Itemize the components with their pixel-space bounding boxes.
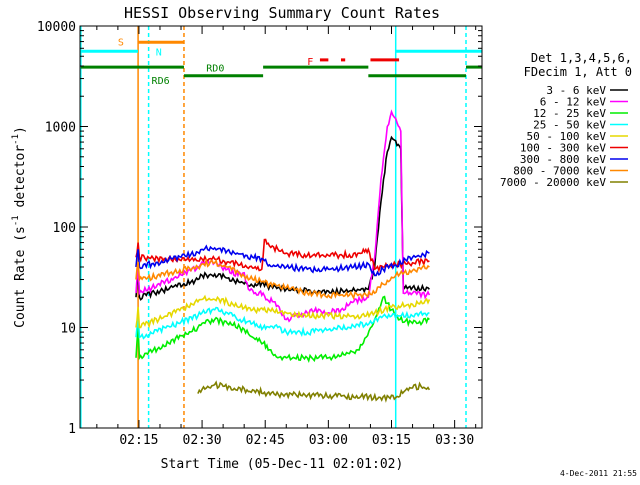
legend: Det 1,3,4,5,6, FDecim 1, Att 0 3 - 6 keV… — [500, 51, 632, 189]
flag-label-rd0: RD0 — [206, 64, 224, 75]
legend-label-3: 25 - 50 keV — [533, 119, 606, 132]
legend-label-1: 6 - 12 keV — [540, 96, 607, 109]
y-axis-label-end: ) — [13, 126, 28, 134]
plot-area — [80, 26, 467, 428]
legend-label-6: 300 - 800 keV — [520, 153, 606, 166]
series-line-4 — [135, 294, 431, 329]
y-tick-label: 10 — [60, 322, 76, 337]
series-line-7 — [135, 257, 430, 301]
legend-header-2: FDecim 1, Att 0 — [524, 65, 632, 79]
flag-label-rd6: RD6 — [152, 76, 170, 87]
x-tick-label: 03:30 — [435, 433, 474, 448]
x-axis-label: Start Time (05-Dec-11 02:01:02) — [161, 457, 404, 472]
flag-label-n: N — [156, 47, 162, 58]
series-line-0 — [135, 135, 430, 301]
y-tick-label: 100 — [53, 221, 76, 236]
legend-label-8: 7000 - 20000 keV — [500, 176, 606, 189]
legend-header-1: Det 1,3,4,5,6, — [531, 51, 632, 65]
series-line-6 — [135, 244, 430, 277]
legend-label-2: 12 - 25 keV — [533, 107, 606, 120]
series-line-5 — [135, 238, 430, 273]
footer-timestamp: 4-Dec-2011 21:55 — [560, 469, 637, 478]
y-axis-label: Count Rate (s-1 detector-1) — [11, 126, 28, 328]
x-tick-label: 02:15 — [119, 433, 158, 448]
y-tick-label: 10000 — [37, 20, 76, 35]
y-axis-label-exp2: -1 — [11, 134, 21, 145]
y-axis-label-base: Count Rate (s — [13, 226, 28, 328]
legend-label-4: 50 - 100 keV — [527, 130, 607, 143]
x-tick-label: 02:45 — [246, 433, 285, 448]
y-axis-label-mid: detector — [13, 145, 28, 216]
x-tick-label: 03:00 — [309, 433, 348, 448]
x-tick-label: 02:30 — [183, 433, 222, 448]
x-tick-label: 03:15 — [372, 433, 411, 448]
y-tick-label: 1 — [68, 422, 76, 437]
series-line-8 — [197, 380, 431, 403]
observing-flags: S N F RD0 RD6 — [80, 38, 482, 87]
series-line-3 — [135, 306, 430, 340]
legend-label-7: 800 - 7000 keV — [513, 165, 606, 178]
legend-label-0: 3 - 6 keV — [546, 84, 606, 97]
flag-label-f: F — [307, 57, 313, 68]
chart-title: HESSI Observing Summary Count Rates — [124, 4, 440, 22]
legend-label-5: 100 - 300 keV — [520, 142, 606, 155]
series-line-1 — [135, 109, 431, 323]
axes: 02:15 02:30 02:45 03:00 03:15 03:30 1 10 100 1000… — [37, 20, 482, 448]
y-tick-label: 1000 — [45, 121, 76, 136]
flag-label-s: S — [118, 38, 124, 49]
y-axis-label-exp1: -1 — [11, 215, 21, 226]
